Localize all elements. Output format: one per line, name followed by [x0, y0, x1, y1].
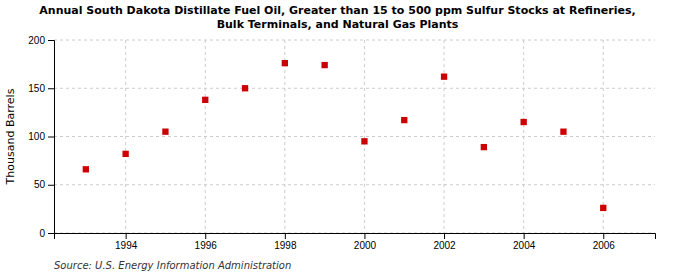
grid-line-x: [523, 40, 524, 233]
tick-label: 100: [28, 131, 45, 142]
plot: 1994 1996 1998 2000 2002 2004 2006 0 50 100 150 200: [28, 35, 655, 251]
tick-label: 0: [39, 228, 45, 239]
tick-mark: [364, 233, 365, 239]
point: [401, 117, 407, 123]
tick-mark: [444, 233, 445, 239]
point: [282, 60, 288, 66]
grid: [54, 40, 655, 233]
axis-domain: [48, 41, 55, 234]
tick-mark: [126, 233, 127, 239]
point: [520, 119, 526, 125]
point: [242, 85, 248, 91]
title-line: Annual South Dakota Distillate Fuel Oil,…: [39, 4, 635, 17]
point: [122, 151, 128, 157]
tick: 100: [28, 131, 54, 142]
x-axis: 1994 1996 1998 2000 2002 2004 2006: [55, 233, 656, 251]
tick-label: 1998: [274, 240, 297, 251]
tick: 50: [34, 179, 54, 190]
point: [361, 138, 367, 144]
chart: Annual South Dakota Distillate Fuel Oil,…: [0, 0, 675, 275]
point: [560, 129, 566, 135]
point: [202, 97, 208, 103]
tick-mark: [48, 137, 54, 138]
grid-line-y: [54, 40, 655, 41]
tick: 150: [28, 83, 54, 94]
grid-line-y: [54, 88, 655, 89]
tick-mark: [48, 185, 54, 186]
grid-line-x: [444, 40, 445, 233]
grid-line-x: [205, 40, 206, 233]
grid-line-x: [364, 40, 365, 233]
grid-line-x: [603, 40, 604, 233]
grid-line-x: [284, 40, 285, 233]
tick-label: 150: [28, 83, 45, 94]
tick-label: 50: [34, 179, 46, 190]
tick-label: 2000: [354, 240, 377, 251]
tick-label: 2004: [513, 240, 536, 251]
tick: 1996: [195, 233, 218, 251]
tick-mark: [285, 233, 286, 239]
tick-label: 2006: [593, 240, 616, 251]
tick-mark: [603, 233, 604, 239]
grid-line-x: [125, 40, 126, 233]
point: [321, 62, 327, 68]
point: [600, 205, 606, 211]
y-axis: 0 50 100 150 200: [28, 35, 54, 239]
tick-mark: [48, 40, 54, 41]
tick: 2002: [433, 233, 456, 251]
tick-mark: [48, 233, 54, 234]
grid-line-y: [54, 136, 655, 137]
tick: 2000: [354, 233, 377, 251]
title: Annual South Dakota Distillate Fuel Oil,…: [39, 4, 635, 31]
tick: 1994: [115, 233, 138, 251]
tick: 2004: [513, 233, 536, 251]
tick-label: 2002: [433, 240, 456, 251]
grid-line-y: [54, 184, 655, 185]
tick-label: 1996: [195, 240, 218, 251]
tick-mark: [205, 233, 206, 239]
point: [162, 129, 168, 135]
tick: 0: [39, 228, 54, 239]
tick-mark: [48, 88, 54, 89]
point: [441, 74, 447, 80]
point: [481, 144, 487, 150]
tick: 2006: [593, 233, 616, 251]
tick-label: 200: [28, 35, 45, 46]
point: [83, 166, 89, 172]
tick-label: 1994: [115, 240, 138, 251]
tick: 200: [28, 35, 54, 46]
annotation: Source: U.S. Energy Information Administ…: [54, 260, 291, 271]
tick: 1998: [274, 233, 297, 251]
title-line: Bulk Terminals, and Natural Gas Plants: [217, 18, 459, 31]
points: [83, 60, 607, 211]
y-label: Thousand Barrels: [4, 88, 17, 185]
tick-mark: [524, 233, 525, 239]
axis-domain: [55, 234, 656, 240]
